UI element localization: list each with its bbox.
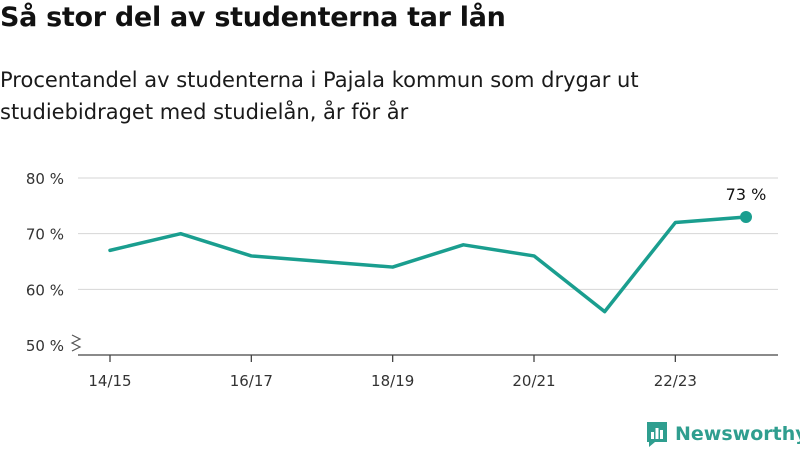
value-annotation: 73 % <box>726 185 767 204</box>
x-tick-label: 18/19 <box>371 372 414 390</box>
y-tick-label: 70 % <box>26 226 64 244</box>
y-tick-label: 80 % <box>26 170 64 188</box>
axis-break-icon <box>70 334 82 352</box>
newsworthy-logo-icon <box>647 422 667 447</box>
chart-title: Så stor del av studenterna tar lån <box>0 2 506 33</box>
x-tick-label: 14/15 <box>88 372 131 390</box>
chart-subtitle: Procentandel av studenterna i Pajala kom… <box>0 68 639 124</box>
x-tick-label: 20/21 <box>512 372 555 390</box>
x-tick-label: 16/17 <box>230 372 273 390</box>
y-tick-label: 60 % <box>26 281 64 299</box>
last-point-marker <box>740 210 752 223</box>
series-line <box>108 215 748 314</box>
y-tick-label: 50 % <box>26 337 64 355</box>
brand-name: Newsworthy <box>675 423 800 445</box>
x-tick-label: 22/23 <box>654 372 697 390</box>
brand-logo: Newsworthy <box>645 420 800 448</box>
